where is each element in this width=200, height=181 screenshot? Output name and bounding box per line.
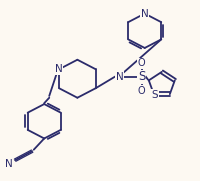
Text: O: O [137, 85, 145, 96]
Text: O: O [137, 58, 145, 68]
Text: N: N [5, 159, 12, 169]
Text: N: N [54, 64, 62, 74]
Text: S: S [151, 90, 157, 100]
Text: N: N [140, 9, 148, 19]
Text: S: S [137, 70, 145, 83]
Text: N: N [115, 72, 123, 82]
